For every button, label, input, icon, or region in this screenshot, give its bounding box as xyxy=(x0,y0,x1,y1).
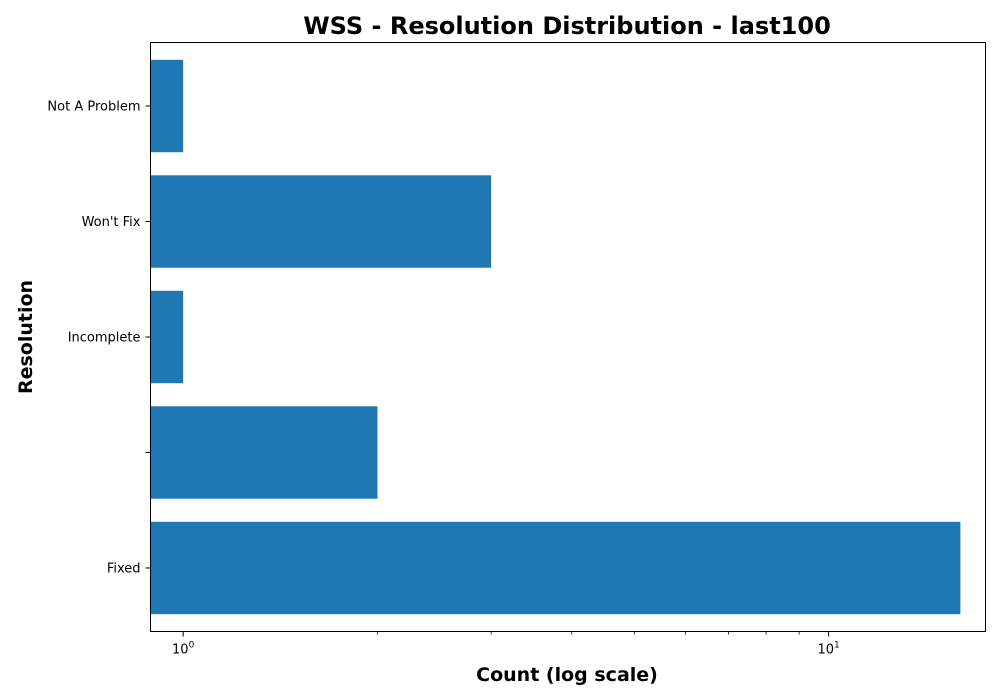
y-axis-label: Resolution xyxy=(15,280,37,394)
y-tick-label: Not A Problem xyxy=(47,100,140,115)
y-axis-ticks: Fixed Incomplete Won't Fix Not A Problem xyxy=(47,100,151,576)
x-axis-label: Count (log scale) xyxy=(476,664,658,686)
bar-not-a-problem xyxy=(150,59,184,153)
bar-fixed xyxy=(150,521,961,615)
y-tick-label: Fixed xyxy=(107,561,141,576)
bar-won-t-fix xyxy=(150,175,492,268)
bar-blank xyxy=(150,406,378,499)
plot-frame xyxy=(150,42,986,632)
y-tick-label: Incomplete xyxy=(68,331,141,346)
x-tick-label: 100 xyxy=(172,641,195,658)
x-axis-ticks: 100 101 xyxy=(172,631,840,658)
x-tick-label: 101 xyxy=(817,641,839,658)
bars-group xyxy=(150,59,961,615)
y-tick-label: Won't Fix xyxy=(82,215,141,230)
bar-incomplete xyxy=(150,290,184,384)
chart-title: WSS - Resolution Distribution - last100 xyxy=(303,12,831,40)
